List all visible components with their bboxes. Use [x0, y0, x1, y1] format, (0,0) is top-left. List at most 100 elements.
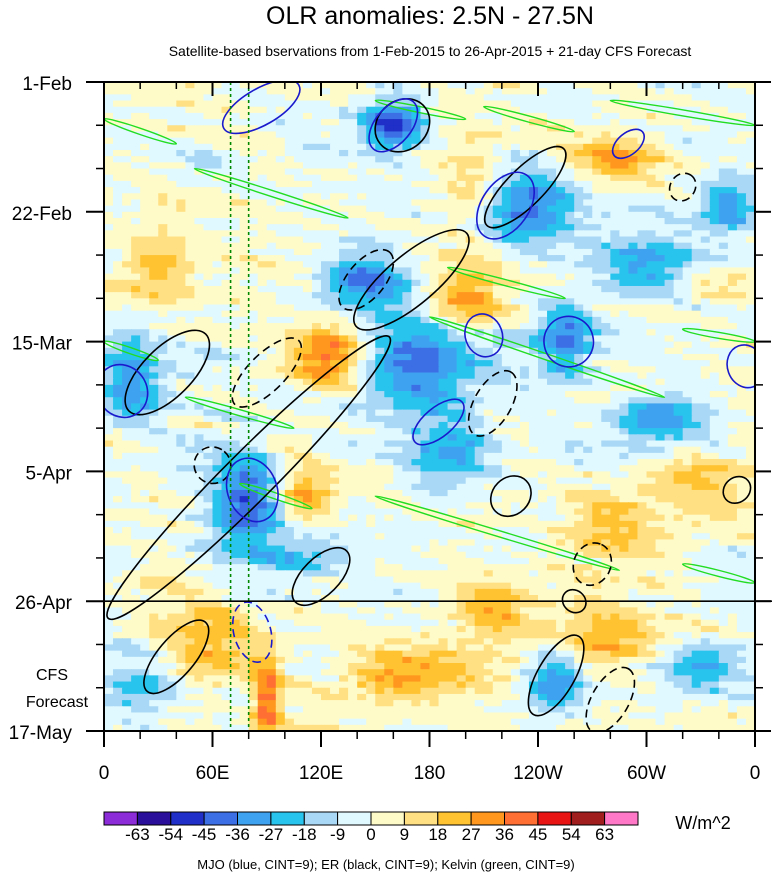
olr-cell — [366, 323, 376, 330]
olr-cell — [610, 82, 620, 89]
olr-cell — [411, 199, 422, 207]
olr-cell — [311, 88, 322, 95]
olr-cell — [501, 94, 512, 102]
olr-cell — [339, 242, 349, 250]
olr-cell — [429, 397, 440, 405]
olr-cell — [375, 187, 385, 194]
olr-cell — [257, 378, 268, 386]
olr-cell — [104, 347, 114, 355]
olr-cell — [664, 341, 675, 349]
olr-cell — [212, 310, 223, 318]
olr-cell — [492, 230, 503, 238]
olr-cell — [592, 323, 602, 330]
olr-cell — [113, 446, 123, 454]
olr-cell — [628, 353, 639, 361]
olr-cell — [357, 452, 367, 460]
olr-cell — [718, 323, 729, 330]
olr-cell — [501, 366, 512, 374]
olr-cell — [113, 279, 123, 287]
olr-cell — [592, 131, 602, 139]
olr-cell — [456, 88, 467, 95]
olr-cell — [709, 292, 720, 299]
olr-cell — [438, 434, 449, 442]
olr-cell — [330, 489, 340, 497]
olr-cell — [266, 508, 277, 516]
olr-cell — [230, 471, 241, 479]
olr-cell — [745, 174, 755, 182]
olr-cell — [375, 106, 385, 114]
olr-cell — [628, 261, 639, 269]
olr-cell — [275, 304, 286, 312]
olr-cell — [339, 236, 349, 244]
olr-cell — [492, 292, 503, 299]
olr-cell — [411, 384, 422, 392]
olr-cell — [167, 502, 177, 510]
olr-cell — [556, 106, 566, 114]
olr-cell — [474, 459, 485, 466]
olr-cell — [393, 168, 403, 176]
olr-cell — [655, 446, 666, 454]
olr-cell — [447, 378, 458, 386]
olr-cell — [221, 502, 232, 510]
olr-cell — [203, 378, 214, 386]
olr-cell — [583, 378, 593, 386]
olr-cell — [556, 193, 566, 201]
olr-cell — [745, 168, 755, 176]
olr-cell — [727, 187, 738, 194]
olr-cell — [113, 205, 123, 213]
olr-cell — [203, 224, 214, 231]
olr-cell — [465, 353, 476, 361]
olr-cell — [655, 366, 666, 374]
olr-cell — [510, 248, 521, 256]
olr-cell — [447, 421, 458, 429]
olr-cell — [357, 360, 367, 367]
olr-cell — [592, 384, 602, 392]
olr-cell — [321, 137, 331, 145]
olr-cell — [203, 292, 214, 299]
olr-cell — [718, 434, 729, 442]
olr-cell — [510, 298, 521, 306]
olr-cell — [348, 489, 358, 497]
olr-cell — [646, 205, 657, 213]
olr-cell — [556, 217, 566, 225]
olr-cell — [736, 489, 747, 497]
olr-cell — [456, 292, 467, 299]
olr-cell — [700, 137, 711, 145]
olr-cell — [203, 100, 214, 108]
olr-cell — [366, 446, 376, 454]
olr-cell — [230, 409, 241, 417]
olr-cell — [122, 224, 132, 231]
olr-cell — [700, 397, 711, 405]
olr-cell — [429, 329, 440, 337]
olr-cell — [646, 489, 657, 497]
olr-cell — [465, 366, 476, 374]
olr-cell — [293, 397, 304, 405]
olr-cell — [348, 273, 358, 281]
olr-cell — [474, 465, 485, 472]
olr-cell — [637, 329, 648, 337]
olr-cell — [565, 465, 575, 472]
olr-cell — [176, 131, 186, 139]
olr-cell — [610, 106, 620, 114]
olr-cell — [348, 242, 358, 250]
olr-cell — [104, 421, 114, 429]
olr-cell — [745, 459, 755, 466]
olr-cell — [140, 149, 150, 157]
olr-cell — [321, 384, 331, 392]
olr-cell — [501, 248, 512, 256]
olr-cell — [375, 242, 385, 250]
olr-cell — [528, 261, 539, 269]
olr-cell — [483, 131, 494, 139]
olr-cell — [321, 366, 331, 374]
olr-cell — [465, 82, 476, 89]
olr-cell — [519, 428, 530, 435]
olr-cell — [122, 82, 132, 89]
olr-cell — [682, 292, 693, 299]
olr-cell — [709, 236, 720, 244]
olr-cell — [709, 230, 720, 238]
olr-cell — [230, 391, 241, 398]
olr-cell — [691, 347, 702, 355]
olr-cell — [465, 273, 476, 281]
olr-cell — [167, 131, 177, 139]
olr-cell — [122, 217, 132, 225]
